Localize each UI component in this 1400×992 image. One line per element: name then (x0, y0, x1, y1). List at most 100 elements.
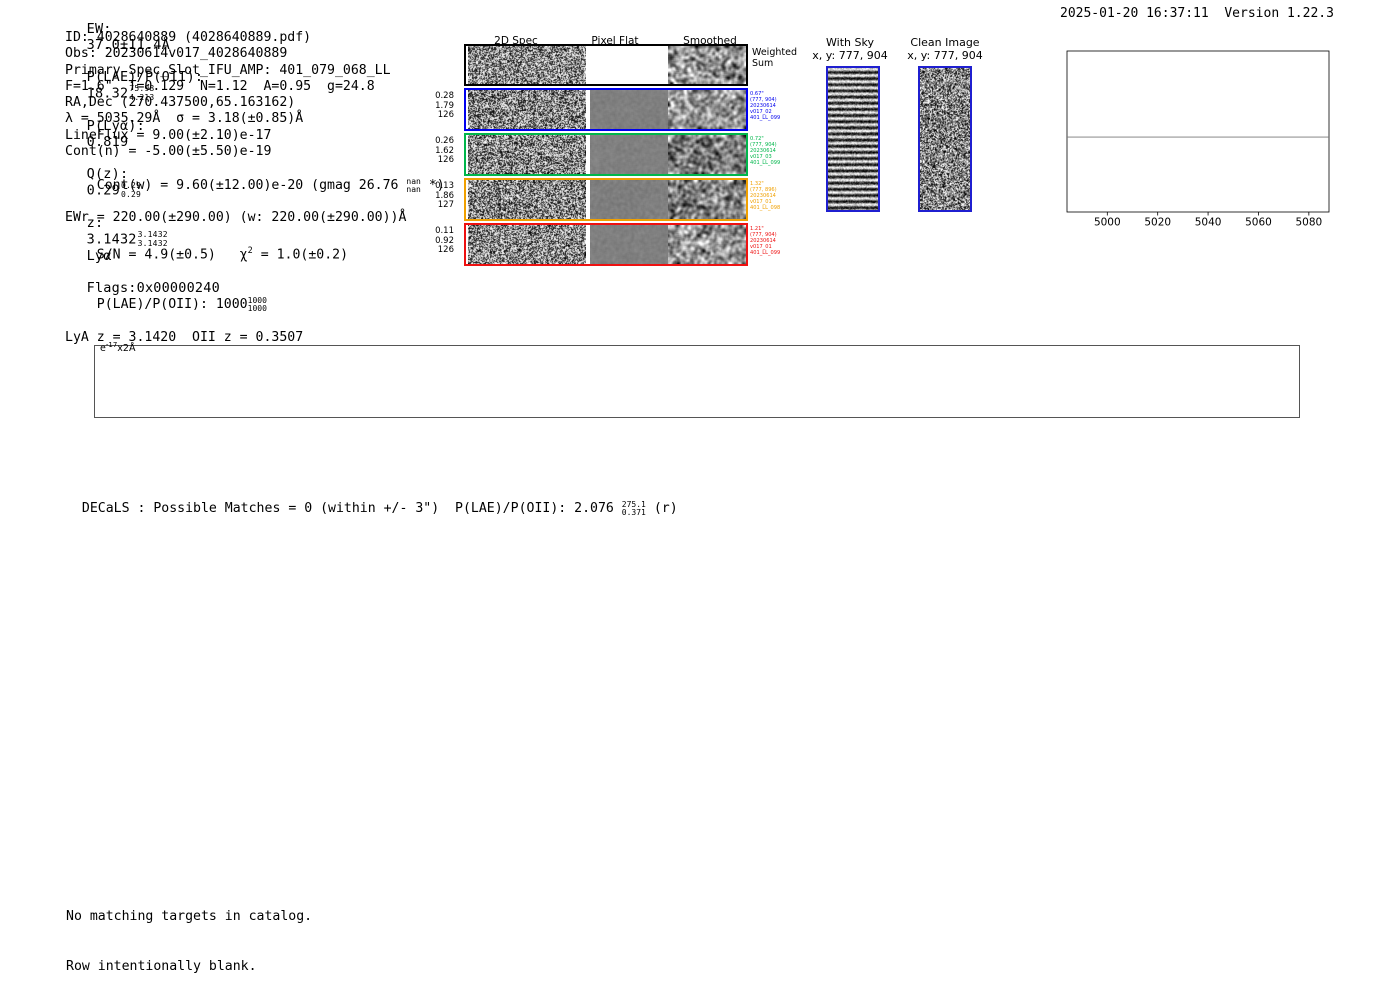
spec2d-row-info-line: (777, 904) (750, 97, 777, 103)
cutout-clean-title: Clean Image (910, 36, 980, 49)
info-plae-lo: 1000 (247, 304, 267, 314)
spec2d-row-metric-value: 126 (437, 110, 454, 120)
decals-summary-line: DECaLS : Possible Matches = 0 (within +/… (66, 485, 678, 517)
cutout-clean-sub: x, y: 777, 904 (907, 49, 983, 62)
flags-value: Flags:0x00000240 (86, 280, 220, 296)
spec2d-row-pixelflat-image (590, 135, 668, 174)
spec2d-row-info-line: v017_01 (750, 199, 772, 205)
spec2d-row-metric-value: 1.79 (435, 100, 454, 111)
spec2d-row-info: 1.21" (777, 904) 20230614 v017_01 401_LL_099 (750, 226, 800, 256)
z-lo: 3.1432 (137, 238, 168, 248)
line-id: Lyα (86, 248, 112, 264)
info-cont-w-frac-top: nan (406, 176, 421, 186)
spec2d-row-info-line: 401_LL_098 (750, 205, 781, 211)
spec2d-row-metric-value: 1.86 (435, 190, 454, 201)
info-plae-value: 1000 (215, 297, 248, 313)
info-obs: Obs: 20230614v017_4028640889 (65, 46, 288, 62)
info-plae-hi: 1000 (247, 296, 267, 306)
spec2d-row-smoothed-image (668, 135, 746, 174)
info-id: ID: 4028640889 (4028640889.pdf) (65, 30, 312, 45)
qz-lo: 0.29 (120, 189, 142, 199)
info-seeing: F=1.6" T=0.129 N=1.12 A=0.95 g=24.8 (65, 78, 375, 94)
cutout-panel-row (0, 0, 1400, 730)
spec2d-row-2dspec-image (468, 90, 586, 129)
cutout-clean-image (918, 66, 972, 212)
spec2d-row-metrics: 0.26 1.62 126 (424, 136, 454, 166)
spec2d-row-info-line: (777, 904) (750, 142, 777, 148)
z-label: z: (86, 215, 104, 231)
spec2d-weighted-sum-label: Weighted Sum (752, 47, 797, 69)
spec2d-row-info-line: 401_LL_099 (750, 115, 781, 121)
qz-label: Q(z): (86, 166, 129, 182)
spec2d-row-pixelflat-image (590, 225, 668, 264)
spec2d-row-info-line: v017_02 (750, 109, 772, 115)
plya-label: P(Lyα): (86, 118, 145, 134)
spec2d-row-info-line: v017_01 (750, 244, 772, 250)
line-fit-zoom-canvas (1036, 40, 1336, 240)
spec2d-row-info-line: 20230614 (750, 193, 776, 199)
line-fit-zoom-plot (1036, 40, 1336, 240)
spec2d-row-metrics: 0.28 1.79 126 (424, 91, 454, 121)
spec2d-row-metric-value: 0.92 (435, 235, 454, 246)
plae-poii-hi: 75.98 (129, 84, 155, 93)
footer-note: No matching targets in catalog. Row inte… (66, 876, 312, 992)
spec2d-row-info-line: (777, 904) (750, 232, 777, 238)
spec2d-row-2dspec-image (468, 135, 586, 174)
cutout-title-withsky: With Sky x, y: 777, 904 (795, 36, 905, 62)
decals-summary-lo: 0.371 (621, 508, 646, 517)
info-cont-w-pre: Cont(w) = 9.60(±12.00)e-20 (gmag 26.76 (96, 177, 407, 193)
plya-value: 0.819 (86, 134, 129, 150)
ew-value: 37.0±11.4Å (86, 37, 170, 53)
spec2d-row-info-line: 20230614 (750, 238, 776, 244)
spec2d-row-info-line: 401_LL_099 (750, 160, 781, 166)
decals-summary-pre: DECaLS : Possible Matches = 0 (within +/… (81, 501, 622, 516)
spec2d-row-pixelflat-image (590, 180, 668, 219)
decals-summary-post: (r) (645, 501, 678, 516)
spec2d-weighted-2dspec-image (468, 46, 586, 84)
spec2d-row-metric-value: 0.28 (435, 91, 454, 101)
info-cont-w-post: *) (420, 177, 445, 193)
cutout-withsky-sub: x, y: 777, 904 (812, 49, 888, 62)
spec2d-row-metric-value: 126 (437, 155, 454, 165)
spec2d-row-info-line: v017_03 (750, 154, 772, 160)
spec2d-exposure-row (464, 88, 748, 131)
z-value: 3.1432 (86, 231, 137, 248)
info-redshifts: LyA z = 3.1420 OII z = 0.3507 (65, 329, 304, 345)
info-ewr: EWr = 220.00(±290.00) (w: 220.00(±290.00… (65, 210, 407, 226)
spec2d-row-info-line: (777, 896) (750, 187, 777, 193)
spec2d-exposure-row (464, 178, 748, 221)
info-primary-spec: Primary Spec_Slot_IFU_AMP: 401_079_068_L… (65, 62, 391, 78)
spec2d-row-info-line: 20230614 (750, 103, 776, 109)
spec2d-row-info: 0.72" (777, 904) 20230614 v017_03 401_LL_099 (750, 136, 800, 166)
spec2d-row-info-line: 1.32" (750, 181, 764, 187)
spec2d-weighted-smoothed-image (668, 46, 746, 84)
info-cont-w-frac-bot: nan (406, 184, 421, 194)
spec2d-row-info-line: 0.72" (750, 136, 764, 142)
info-sn-post: = 1.0(±0.2) (252, 247, 349, 263)
info-radec: RA,Dec (270.437500,65.163162) (65, 95, 296, 111)
spec2d-row-info-line: 0.67" (750, 91, 764, 97)
spec2d-row-info-line: 20230614 (750, 148, 776, 154)
spec2d-row-info: 1.32" (777, 896) 20230614 v017_01 401_LL_098 (750, 181, 800, 211)
cutout-title-clean: Clean Image x, y: 777, 904 (885, 36, 1005, 62)
plae-poii-label: P(LAE)/P(OII): (86, 69, 204, 85)
plae-poii-value: 18.32 (86, 85, 129, 102)
timestamp-version: 2025-01-20 16:37:11 Version 1.22.3 (1060, 6, 1334, 21)
object-info-block: ID: 4028640889 (4028640889.pdf) Obs: 202… (65, 30, 445, 346)
spec2d-exposure-row (464, 223, 748, 266)
spec2d-row-metric-value: 0.11 (435, 226, 454, 236)
info-lineflux: LineFlux = 9.00(±2.10)e-17 (65, 127, 272, 143)
info-sn-pre: S/N = 4.9(±0.5) χ (96, 247, 248, 263)
info-plae-poii: P(LAE)/P(OII): 10001000 1000 (65, 280, 445, 330)
spec2d-row-metric-value: 127 (437, 200, 454, 210)
spec2d-row-metric-value: 1.62 (435, 145, 454, 156)
cutout-withsky-image (826, 66, 880, 212)
info-lambda-sigma: λ = 5035.29Å σ = 3.18(±0.85)Å (65, 111, 304, 127)
spec2d-row-smoothed-image (668, 180, 746, 219)
header-summary-line: EW: 37.0±11.4Å P(LAE)/P(OII): 18.3275.98… (70, 5, 220, 296)
spec2d-row-info: 0.67" (777, 904) 20230614 v017_02 401_LL_099 (750, 91, 800, 121)
ew-label: EW: (86, 21, 112, 37)
info-sn-chi2: S/N = 4.9(±0.5) χ2 = 1.0(±0.2) (65, 227, 445, 280)
spec2d-row-metric-value: 0.13 (435, 181, 454, 191)
qz-value: 0.29 (86, 182, 120, 199)
